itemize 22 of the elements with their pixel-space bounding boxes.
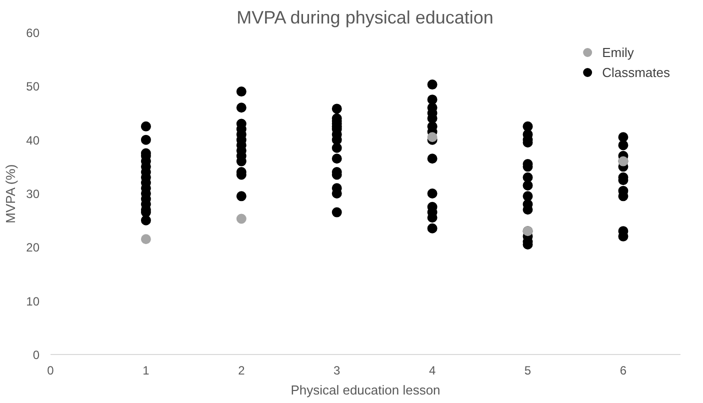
x-axis-title: Physical education lesson	[290, 382, 440, 398]
chart-title: MVPA during physical education	[236, 8, 494, 28]
y-tick-label: 60	[26, 26, 40, 40]
point	[236, 214, 246, 224]
x-tick-label: 2	[238, 364, 246, 378]
y-tick-label: 10	[26, 294, 40, 308]
y-tick-label: 0	[32, 348, 40, 362]
x-tick-label: 6	[620, 364, 627, 378]
point	[140, 234, 151, 244]
y-axis-title: MVPA (%)	[3, 164, 18, 224]
legend-label: Classmates	[602, 64, 670, 80]
x-tick-label: 0	[47, 364, 54, 378]
y-tick-label: 20	[26, 240, 40, 255]
point	[427, 132, 438, 142]
y-tick-label: 40	[26, 133, 40, 148]
x-tick-label: 3	[334, 364, 341, 378]
legend-label: Emily	[602, 44, 634, 60]
y-tick-label: 50	[26, 80, 40, 94]
x-tick-label: 1	[142, 364, 150, 378]
x-tick-label: 5	[524, 364, 532, 378]
y-tick-label: 30	[26, 187, 40, 201]
x-tick-label: 4	[428, 364, 436, 378]
